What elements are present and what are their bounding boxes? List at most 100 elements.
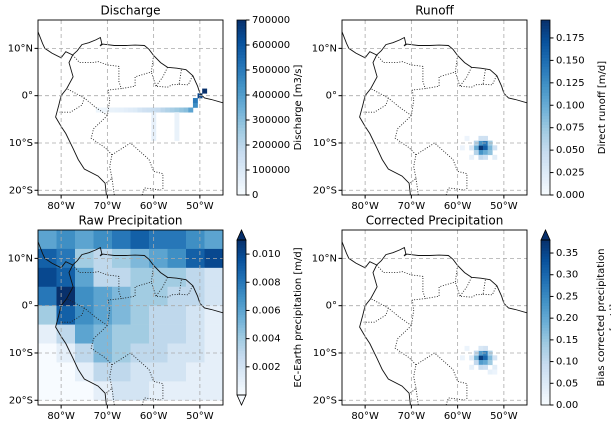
colorbar-slice xyxy=(237,60,246,65)
cell xyxy=(112,362,131,382)
cell xyxy=(151,135,157,141)
colorbar-slice xyxy=(237,174,246,178)
colorbar-slice xyxy=(237,113,246,117)
border xyxy=(394,325,417,394)
cell xyxy=(473,150,479,156)
cell xyxy=(167,343,187,363)
cell xyxy=(204,267,223,288)
cell xyxy=(186,286,205,306)
border xyxy=(459,277,486,298)
colorbar-slice xyxy=(541,127,550,132)
colorbar-slice xyxy=(541,180,550,184)
colorbar-slice xyxy=(541,383,550,387)
cell xyxy=(75,362,94,382)
colorbar-slice xyxy=(541,322,550,326)
colorbar-slice xyxy=(237,252,246,256)
cell xyxy=(75,230,94,250)
border xyxy=(141,187,163,195)
colorbar-slice xyxy=(541,242,550,246)
cell xyxy=(130,305,150,325)
colorbar-slice xyxy=(541,95,550,100)
colorbar-slice xyxy=(541,81,550,85)
cell xyxy=(487,145,493,151)
colorbar-slice xyxy=(237,63,246,68)
colorbar-frame xyxy=(540,239,551,406)
colorbar-label: Discharge [m3/s] xyxy=(293,65,304,151)
map-area xyxy=(38,31,223,195)
colorbar-slice xyxy=(237,189,246,193)
cell xyxy=(38,362,57,382)
colorbar-slice xyxy=(237,22,246,27)
cell xyxy=(478,150,484,156)
colorbar-slice xyxy=(237,317,246,321)
cell xyxy=(186,324,205,344)
colorbar-tick-label: 100000 xyxy=(252,165,290,176)
colorbar-slice xyxy=(541,136,550,140)
colorbar-slice xyxy=(541,116,550,120)
colorbar-slice xyxy=(237,263,246,267)
colorbar-slice xyxy=(237,379,246,383)
colorbar-slice xyxy=(237,145,246,149)
cell xyxy=(38,324,57,344)
colorbar-slice xyxy=(237,374,246,378)
colorbar-slice xyxy=(541,311,550,315)
colorbar-tick-label: 0.025 xyxy=(556,168,585,179)
coastline xyxy=(342,241,527,405)
cell xyxy=(469,154,475,160)
border xyxy=(111,352,164,401)
colorbar-slice xyxy=(541,84,550,88)
colorbar-tick-label: 0.00 xyxy=(556,400,578,411)
colorbar-slice xyxy=(237,299,246,303)
border xyxy=(370,54,426,117)
cell xyxy=(473,145,479,151)
colorbar-slice xyxy=(237,107,246,111)
colorbar-slice xyxy=(541,101,550,105)
colorbar-slice xyxy=(541,78,550,82)
cell xyxy=(483,154,488,160)
colorbar-slice xyxy=(541,40,550,44)
cell xyxy=(169,107,175,113)
colorbar-slice xyxy=(541,157,550,161)
cell xyxy=(469,355,475,361)
colorbar-slice xyxy=(237,340,246,344)
colorbar-slice xyxy=(541,385,550,389)
x-tick-label: 80°W xyxy=(351,411,379,422)
cell xyxy=(478,350,484,356)
border xyxy=(179,285,193,296)
colorbar-slice xyxy=(237,157,246,161)
cell xyxy=(112,381,131,401)
colorbar-slice xyxy=(541,380,550,384)
border xyxy=(445,397,467,405)
cell xyxy=(492,364,498,370)
cell xyxy=(93,230,113,250)
cell xyxy=(112,343,131,363)
colorbar-slice xyxy=(541,22,550,27)
border xyxy=(394,115,417,184)
colorbar-slice xyxy=(541,330,550,334)
coastline xyxy=(342,31,527,195)
border xyxy=(425,55,459,90)
y-tick-label: 10°N xyxy=(312,43,337,54)
cell xyxy=(204,324,223,344)
colorbar-slice xyxy=(541,328,550,332)
cell xyxy=(204,381,223,401)
border xyxy=(121,265,155,300)
colorbar-slice xyxy=(237,250,246,254)
colorbar-slice xyxy=(237,162,246,167)
colorbar-slice xyxy=(237,192,246,196)
cell xyxy=(149,286,168,306)
border xyxy=(445,187,467,195)
y-tick-label: 10°N xyxy=(8,253,33,264)
cell xyxy=(174,131,180,137)
colorbar-slice xyxy=(541,75,550,79)
map-panel: Runoff 80°W 70°W 60°W 50°W 10°N 0° 10°S 20°S 0.00… xyxy=(312,4,608,213)
colorbar-slice xyxy=(541,248,550,252)
colorbar-slice xyxy=(541,245,550,249)
cell xyxy=(95,107,101,113)
colorbar-slice xyxy=(541,154,550,158)
colorbar-slice xyxy=(541,369,550,373)
border xyxy=(90,115,113,184)
colorbar-slice xyxy=(541,281,550,285)
cell xyxy=(146,107,152,113)
colorbar-tick-label: 0.175 xyxy=(556,33,585,44)
